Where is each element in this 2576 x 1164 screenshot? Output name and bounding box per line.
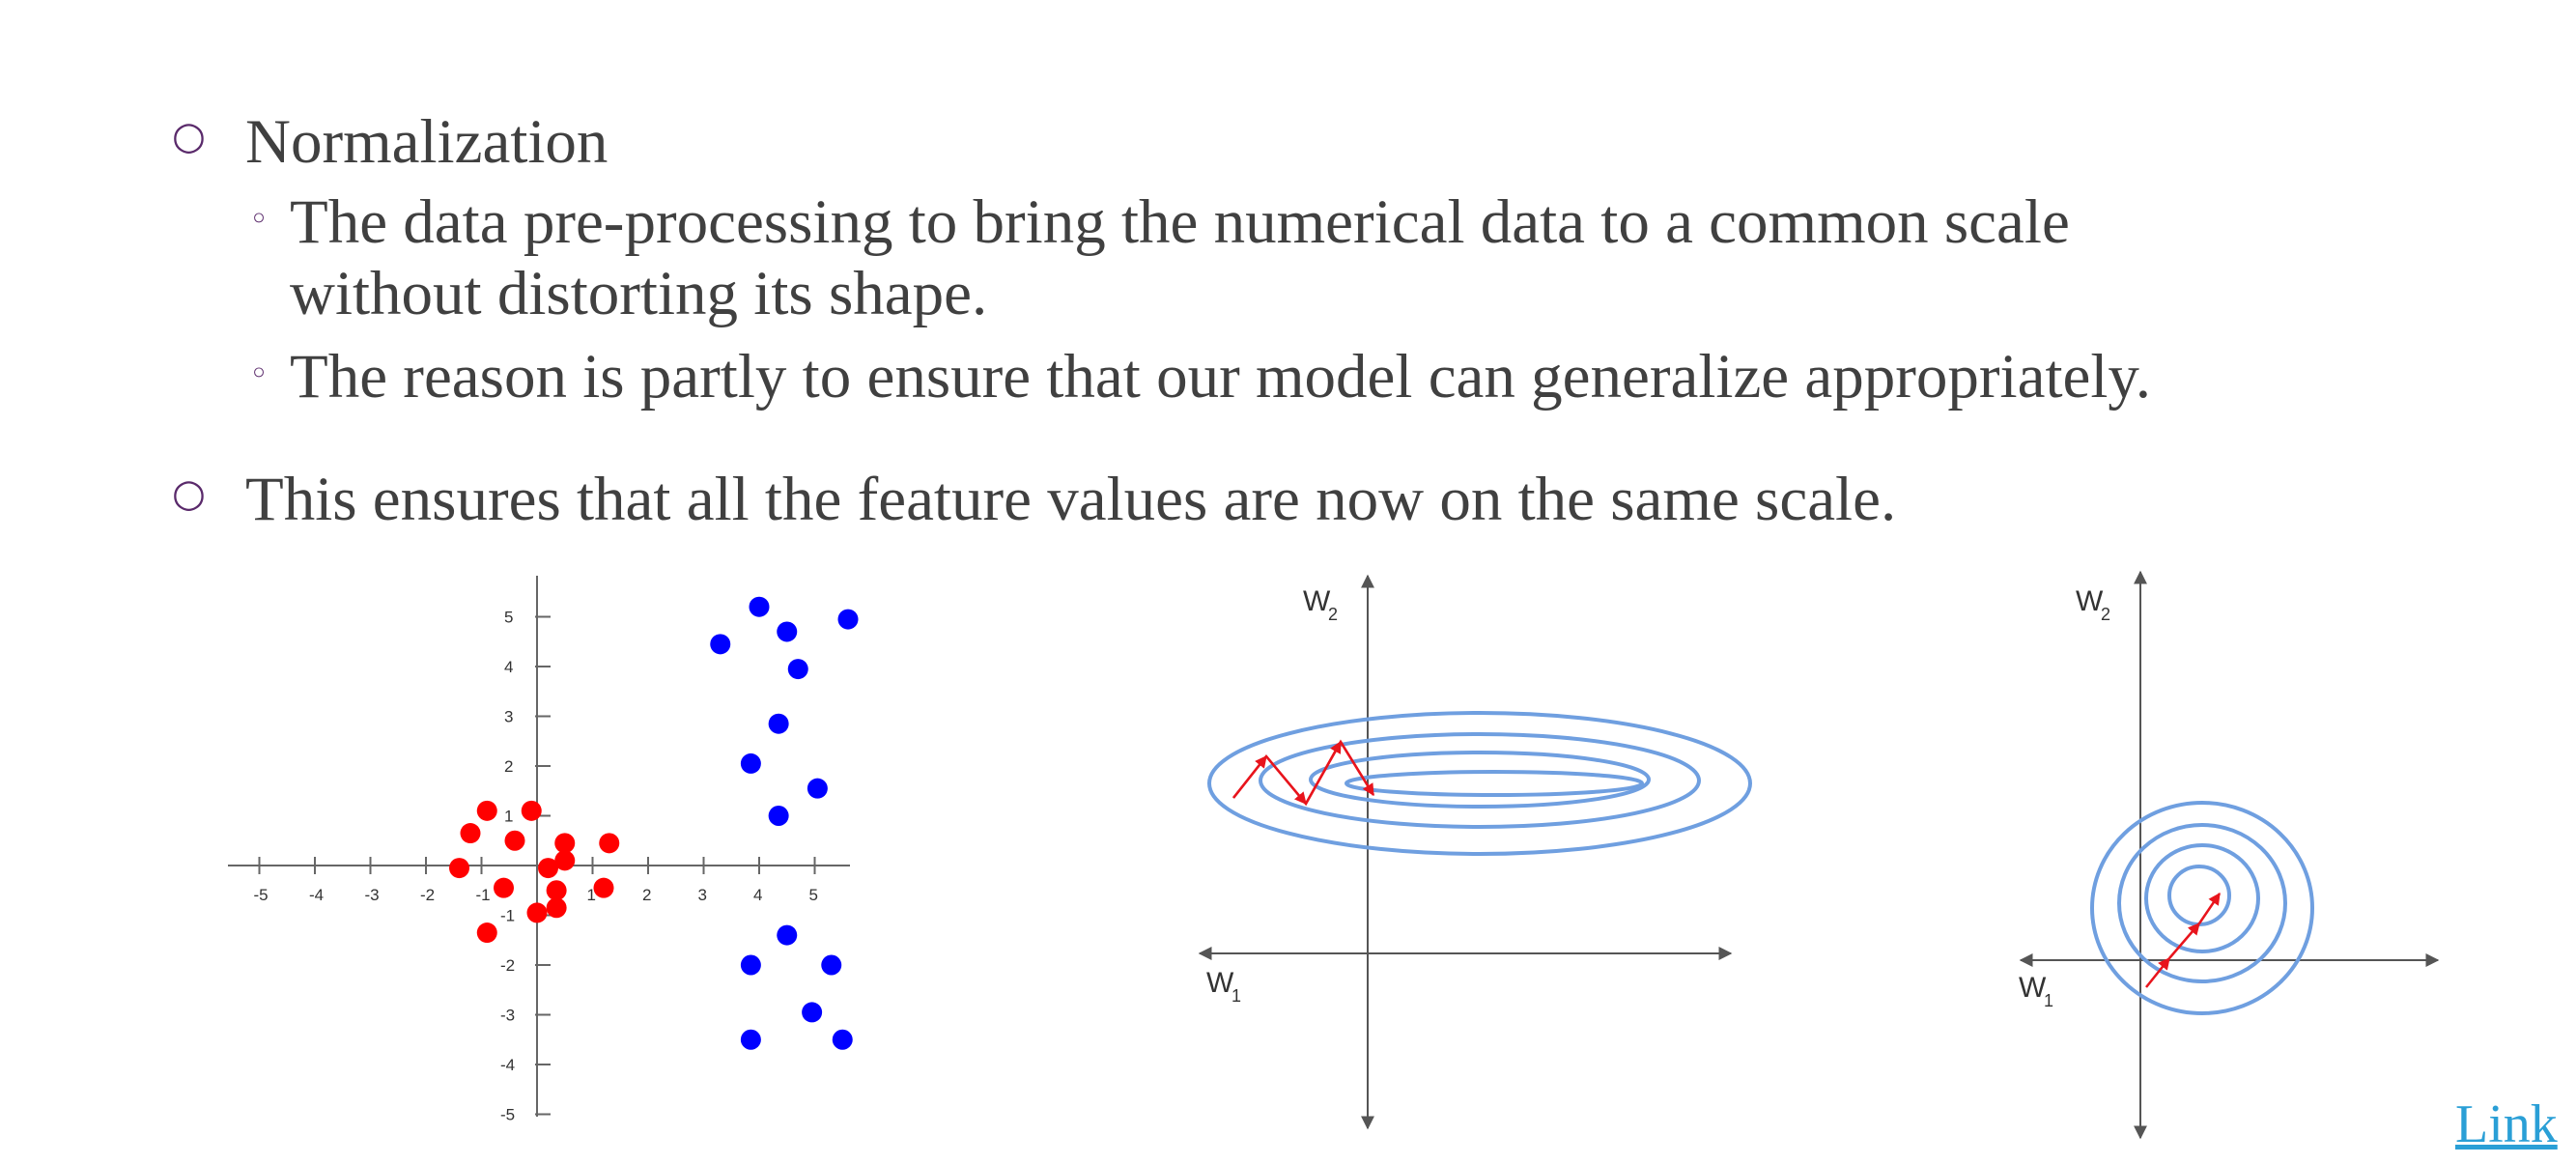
blue-data-point (802, 1002, 823, 1023)
x-tick-label: 5 (809, 886, 818, 904)
contour1-step-2 (1265, 755, 1307, 805)
blue-data-point (768, 806, 789, 826)
y-tick-label: -2 (500, 956, 515, 975)
sub-bullet-icon: ◦ (249, 200, 269, 239)
contour2-w2-label: W (2076, 585, 2104, 617)
red-data-point (526, 902, 548, 923)
contour2-ring-3 (2144, 843, 2260, 953)
y-tick-label: 2 (504, 757, 513, 776)
blue-data-point (821, 954, 842, 976)
contour1-ring-2 (1259, 732, 1701, 829)
red-data-point (546, 880, 567, 901)
x-tick-label: 1 (587, 886, 596, 904)
contour1-w2-sub: 2 (1328, 605, 1338, 624)
contour1-step-4 (1339, 741, 1375, 797)
scatter-plot: -5 -4 -3 -2 -1 1 2 3 4 5 5 4 3 2 1 -1 -2 -3 -4 -5 (228, 576, 859, 1124)
blue-data-point (740, 1029, 761, 1050)
contour1-ring-1 (1207, 711, 1752, 856)
x-tick-label: 4 (753, 886, 762, 904)
contour2-ring-1 (2090, 801, 2314, 1015)
red-data-point (460, 823, 481, 844)
blue-data-point (740, 752, 761, 774)
contour2-step-3 (2197, 892, 2222, 924)
contour1-ring-3 (1309, 751, 1651, 809)
sub-bullet-reason: The reason is partly to ensure that our … (290, 342, 2151, 412)
sub-bullet-definition-line2: without distorting its shape. (290, 259, 988, 328)
blue-data-point (710, 634, 731, 655)
contour-plot-elongated: W 2 W 1 (1198, 574, 1752, 1130)
blue-data-point (832, 1029, 853, 1050)
contour1-w2-label: W (1303, 585, 1331, 617)
red-data-point (593, 877, 614, 898)
contour1-step-1 (1232, 755, 1267, 799)
contour2-step-1 (2145, 957, 2170, 988)
blue-data-point (768, 713, 789, 734)
x-tick-label: -1 (476, 886, 491, 904)
blue-data-point (787, 659, 808, 680)
y-tick-label: 1 (504, 808, 513, 826)
blue-data-point (749, 596, 770, 617)
x-tick-label: -3 (365, 886, 380, 904)
y-tick-label: -1 (500, 907, 515, 925)
y-tick-label: -3 (500, 1007, 515, 1025)
blue-data-point (777, 621, 798, 642)
y-tick-label: -5 (500, 1106, 515, 1124)
contour2-w2-sub: 2 (2101, 605, 2110, 624)
blue-data-point (807, 778, 828, 799)
bullet-same-scale: This ensures that all the feature values… (245, 465, 1897, 534)
x-tick-label: 3 (698, 886, 707, 904)
contour1-ring-4 (1345, 770, 1644, 797)
sub-bullet-definition-line1: The data pre-processing to bring the num… (290, 187, 2070, 257)
red-data-point (599, 833, 620, 854)
red-data-point (476, 923, 497, 944)
contour2-step-2 (2168, 923, 2200, 959)
contour1-step-3 (1304, 740, 1343, 805)
contour2-ring-4 (2167, 865, 2231, 926)
reference-link[interactable]: Link (2455, 1094, 2558, 1154)
sub-bullet-icon: ◦ (249, 355, 269, 393)
contour1-w1-label: W (1206, 967, 1234, 999)
y-tick-label: 5 (504, 609, 513, 627)
contour1-w1-sub: 1 (1231, 986, 1241, 1006)
blue-data-point (740, 954, 761, 976)
red-data-point (554, 833, 576, 854)
blue-data-point (837, 609, 859, 630)
contour-plot-circular: W 2 W 1 (2019, 570, 2440, 1140)
bullet-normalization: Normalization (245, 107, 609, 177)
red-data-point (449, 858, 469, 879)
contour2-w1-label: W (2019, 972, 2047, 1004)
y-tick-label: 3 (504, 708, 513, 726)
x-tick-label: -4 (309, 886, 324, 904)
blue-data-point (777, 924, 798, 946)
red-data-point (476, 800, 497, 821)
red-data-point (554, 850, 576, 871)
contour2-w1-sub: 1 (2044, 991, 2053, 1010)
red-data-point (494, 877, 514, 898)
red-data-point (546, 897, 567, 919)
red-data-point (538, 858, 558, 879)
y-tick-label: 4 (504, 658, 513, 676)
contour2-ring-2 (2117, 823, 2287, 983)
y-tick-label: -4 (500, 1056, 515, 1074)
red-data-point (504, 830, 525, 851)
x-tick-label: 2 (642, 886, 651, 904)
x-tick-label: -2 (420, 886, 435, 904)
bullet-icon: ○ (172, 471, 206, 516)
bullet-icon: ○ (172, 114, 206, 158)
red-data-point (521, 800, 542, 821)
x-tick-label: -5 (254, 886, 269, 904)
